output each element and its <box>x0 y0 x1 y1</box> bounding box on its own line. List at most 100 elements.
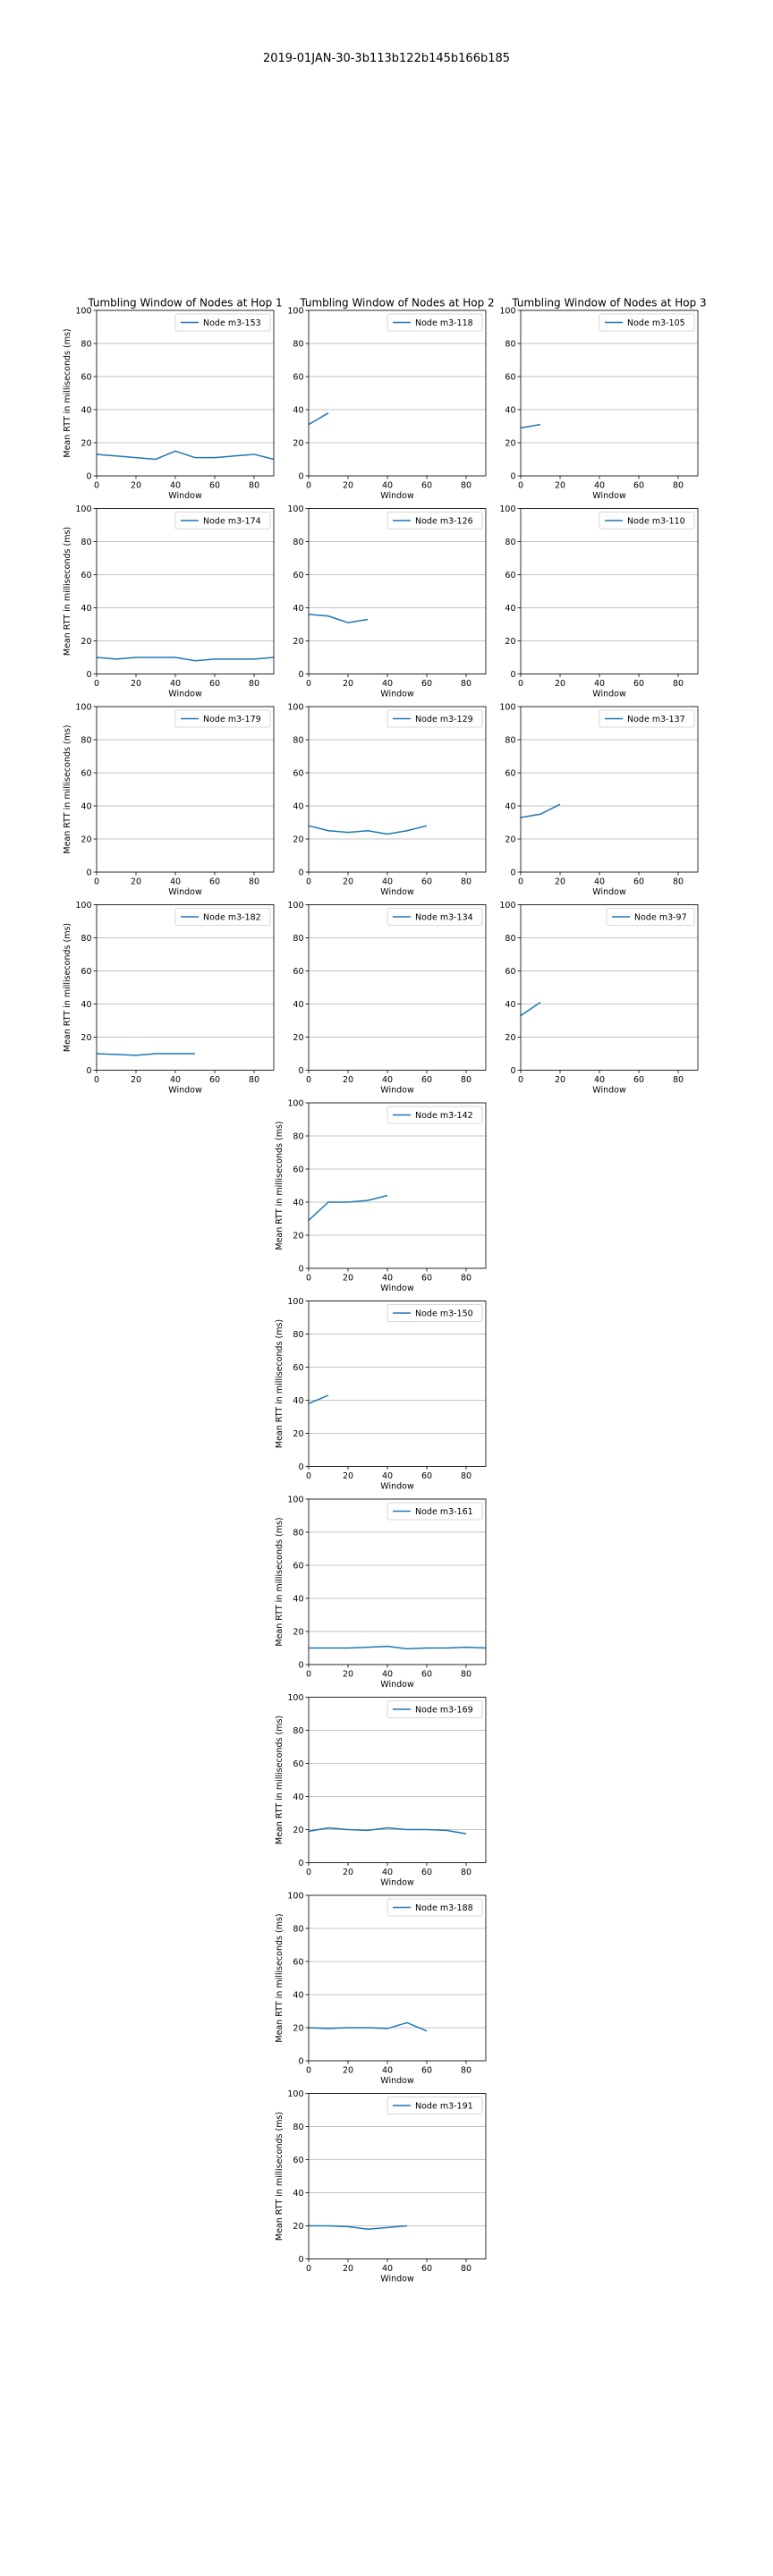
legend-box <box>174 512 271 530</box>
x-tick-label: 80 <box>461 1868 471 1877</box>
legend-entry: Node m3-105 <box>627 318 685 328</box>
y-tick-label: 60 <box>293 1561 303 1571</box>
axes-frame <box>308 1498 487 1665</box>
x-axis-label: Window <box>168 690 202 699</box>
legend-box <box>386 512 483 530</box>
y-tick-label: 60 <box>505 768 515 778</box>
series-line <box>309 1645 487 1650</box>
x-tick-label: 80 <box>461 877 471 887</box>
y-tick-label: 0 <box>86 670 91 680</box>
subplot-1: 0 20 40 60 80 100 0 20 40 60 80 Window Mean RTT in m… <box>63 297 283 502</box>
legend: Node m3-105 <box>599 313 695 332</box>
y-tick-label: 80 <box>505 735 515 745</box>
x-tick-label: 60 <box>209 1075 220 1085</box>
series-line <box>520 423 541 429</box>
x-tick-label: 60 <box>633 877 644 887</box>
y-tick-label: 80 <box>293 339 303 349</box>
x-tick-label: 0 <box>306 1670 311 1680</box>
legend: Node m3-150 <box>386 1304 483 1322</box>
y-tick-label: 80 <box>81 339 91 349</box>
y-axis-label: Mean RTT in milliseconds (ms) <box>63 328 72 457</box>
x-tick-label: 0 <box>94 877 99 887</box>
x-tick-label: 20 <box>131 679 141 689</box>
figure-suptitle: 2019-01JAN-30-3b113b122b145b166b185 <box>263 52 510 65</box>
y-tick-label: 80 <box>293 735 303 745</box>
subplot-10: 0 20 40 60 80 100 0 20 40 60 80 Window Mean RTT in m… <box>63 901 275 1096</box>
x-tick-label: 40 <box>594 481 605 491</box>
legend-entry: Node m3-169 <box>415 1706 473 1716</box>
y-tick-label: 100 <box>287 1297 303 1307</box>
legend: Node m3-126 <box>386 512 483 530</box>
x-tick-label: 0 <box>306 1075 311 1085</box>
legend-box <box>386 908 483 926</box>
axes-frame <box>308 706 487 873</box>
x-tick-label: 40 <box>382 1471 393 1481</box>
series-line <box>520 1002 541 1017</box>
y-tick-label: 100 <box>499 702 515 712</box>
x-tick-label: 40 <box>594 1075 605 1085</box>
subplot-2: 0 20 40 60 80 100 0 20 40 60 80 Window Tumbling Wind… <box>287 297 494 502</box>
series-line <box>308 2021 428 2032</box>
y-tick-label: 60 <box>293 1363 303 1373</box>
y-tick-label: 100 <box>75 504 91 514</box>
subplot-title: Tumbling Window of Nodes at Hop 1 <box>87 297 282 309</box>
x-tick-label: 60 <box>421 1670 432 1680</box>
legend-box <box>386 313 483 332</box>
x-tick-label: 20 <box>343 1471 353 1481</box>
subplot-8: 0 20 40 60 80 100 0 20 40 60 80 Window Node m3-129 <box>287 702 487 897</box>
legend-entry: Node m3-153 <box>203 318 261 328</box>
x-tick-label: 0 <box>518 1075 523 1085</box>
x-tick-label: 40 <box>382 1274 393 1284</box>
x-tick-label: 40 <box>382 2264 393 2274</box>
y-tick-label: 20 <box>81 637 91 647</box>
subplot-13: 0 20 40 60 80 100 0 20 40 60 80 Window Mean RTT in m… <box>275 1098 487 1293</box>
y-tick-label: 20 <box>81 835 91 844</box>
y-tick-label: 0 <box>298 2255 303 2265</box>
series-line <box>520 803 561 818</box>
x-axis-label: Window <box>380 690 414 699</box>
legend-box <box>599 512 695 530</box>
y-tick-label: 40 <box>293 604 303 614</box>
axes-frame <box>308 904 487 1071</box>
x-axis-label: Window <box>380 2275 414 2284</box>
y-tick-label: 100 <box>499 901 515 911</box>
y-tick-label: 20 <box>293 1231 303 1241</box>
legend-entry: Node m3-137 <box>627 715 685 724</box>
y-axis-label: Mean RTT in milliseconds (ms) <box>275 1121 285 1250</box>
x-tick-label: 40 <box>382 679 393 689</box>
x-tick-label: 0 <box>518 679 523 689</box>
x-axis-label: Window <box>592 491 626 501</box>
subplot-4: 0 20 40 60 80 100 0 20 40 60 80 Window Mean RTT in m… <box>63 504 275 699</box>
subplot-14: 0 20 40 60 80 100 0 20 40 60 80 Window Mean RTT in m… <box>275 1297 487 1492</box>
y-tick-label: 20 <box>505 438 515 448</box>
x-tick-label: 80 <box>249 1075 259 1085</box>
legend-box <box>386 1304 483 1322</box>
y-axis-label: Mean RTT in milliseconds (ms) <box>275 2112 285 2241</box>
x-tick-label: 20 <box>343 1075 353 1085</box>
axes-frame <box>308 508 487 674</box>
legend-entry: Node m3-126 <box>415 517 473 527</box>
subplot-5: 0 20 40 60 80 100 0 20 40 60 80 Window Node m3-126 <box>287 504 487 699</box>
subplot-title: Tumbling Window of Nodes at Hop 2 <box>299 297 494 309</box>
y-tick-label: 20 <box>81 1033 91 1043</box>
x-tick-label: 40 <box>170 1075 181 1085</box>
y-tick-label: 100 <box>287 1098 303 1108</box>
x-tick-label: 60 <box>209 481 220 491</box>
legend: Node m3-179 <box>174 709 271 728</box>
x-tick-label: 80 <box>673 1075 684 1085</box>
y-tick-label: 100 <box>499 306 515 316</box>
legend: Node m3-161 <box>386 1502 483 1521</box>
legend-entry: Node m3-97 <box>634 913 687 923</box>
legend-box <box>174 709 271 728</box>
x-axis-label: Window <box>592 690 626 699</box>
y-tick-label: 100 <box>287 504 303 514</box>
legend-box <box>599 313 695 332</box>
y-tick-label: 40 <box>505 604 515 614</box>
y-tick-label: 80 <box>81 538 91 547</box>
legend-box <box>386 1106 483 1124</box>
y-tick-label: 20 <box>293 1033 303 1043</box>
axes-frame <box>520 508 699 674</box>
y-tick-label: 20 <box>81 438 91 448</box>
legend-box <box>174 313 271 332</box>
x-tick-label: 80 <box>249 877 259 887</box>
